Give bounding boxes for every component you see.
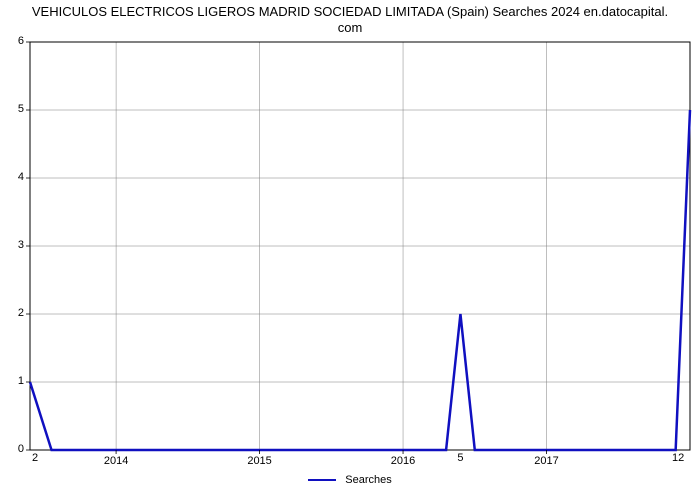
y-tick-label: 1 (4, 376, 24, 387)
inline-annotation: 12 (672, 453, 684, 464)
legend: Searches (0, 474, 700, 486)
chart-title: VEHICULOS ELECTRICOS LIGEROS MADRID SOCI… (0, 4, 700, 37)
chart-title-line1: VEHICULOS ELECTRICOS LIGEROS MADRID SOCI… (32, 4, 668, 19)
chart-title-line2: com (338, 20, 363, 35)
y-tick-label: 0 (4, 444, 24, 455)
inline-annotation: 5 (457, 453, 463, 464)
legend-line-swatch (308, 479, 336, 481)
y-tick-label: 3 (4, 240, 24, 251)
plot-svg (30, 42, 690, 450)
y-tick-label: 4 (4, 172, 24, 183)
series-line-searches (30, 110, 690, 450)
x-tick-label: 2016 (391, 456, 415, 467)
legend-label: Searches (345, 474, 391, 486)
inline-annotation: 2 (32, 453, 38, 464)
x-tick-label: 2017 (534, 456, 558, 467)
y-tick-label: 5 (4, 104, 24, 115)
y-tick-label: 6 (4, 36, 24, 47)
y-tick-label: 2 (4, 308, 24, 319)
x-tick-label: 2014 (104, 456, 128, 467)
plot-area (30, 42, 690, 450)
x-tick-label: 2015 (247, 456, 271, 467)
